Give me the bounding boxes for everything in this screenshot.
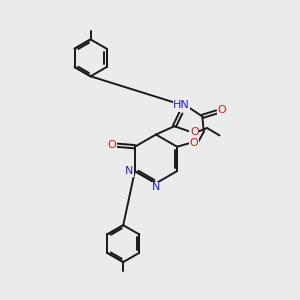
Text: O: O [190,127,199,137]
Text: O: O [107,140,116,150]
Text: O: O [176,102,185,112]
Text: O: O [218,106,226,116]
Text: HN: HN [173,100,190,110]
Text: O: O [190,138,198,148]
Text: N: N [152,182,160,192]
Text: N: N [125,166,134,176]
